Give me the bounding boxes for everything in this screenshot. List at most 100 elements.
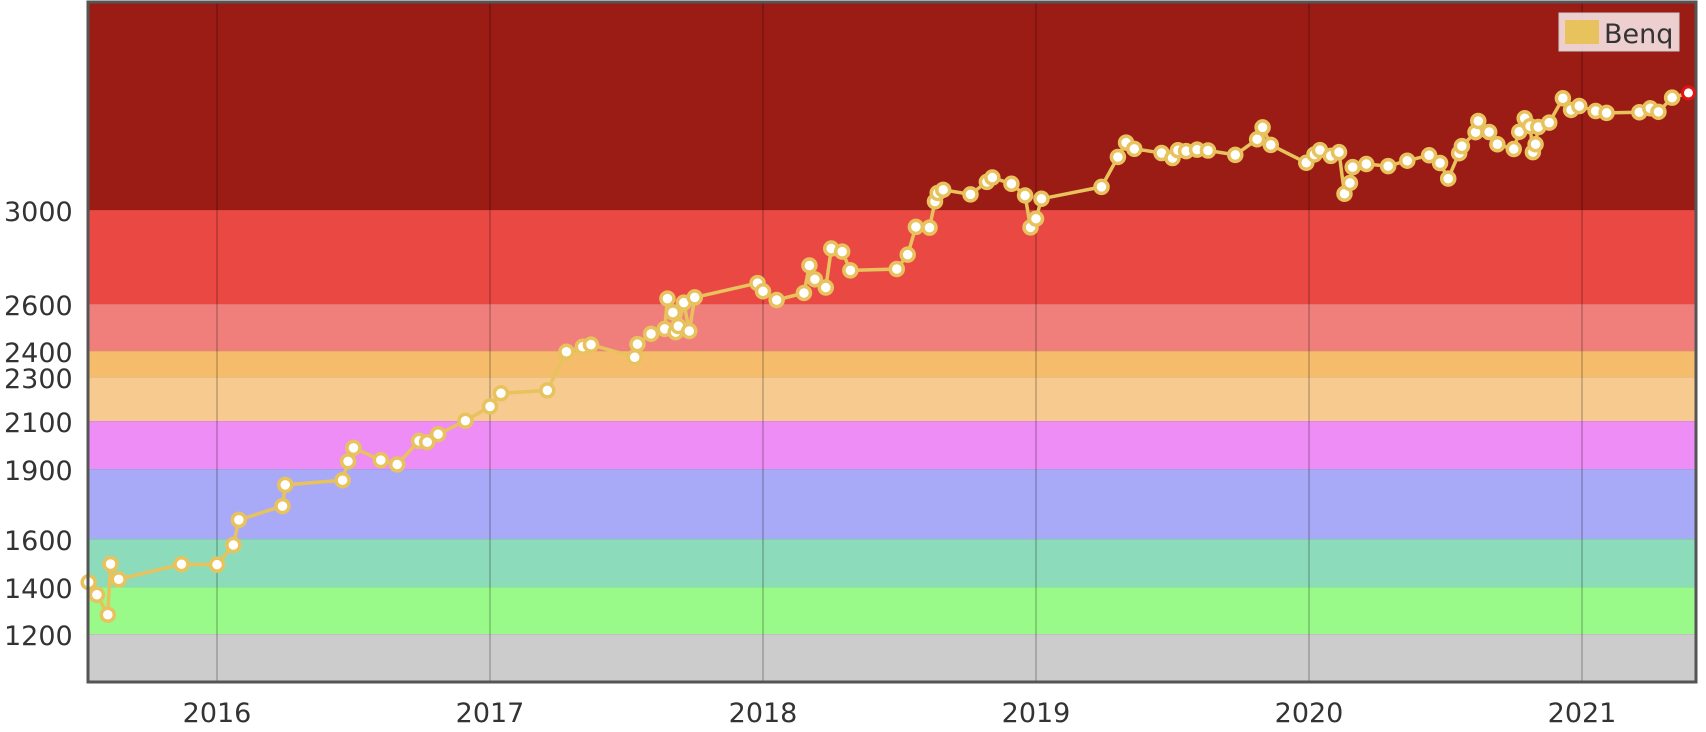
data-point[interactable] <box>345 439 362 457</box>
x-tick-2021: 2021 <box>1548 698 1617 729</box>
data-point[interactable] <box>1505 140 1522 158</box>
data-point[interactable] <box>582 336 600 353</box>
band-1400-1600 <box>88 539 1696 587</box>
x-tick-2018: 2018 <box>729 698 798 729</box>
data-point[interactable] <box>899 246 916 263</box>
latest-point-marker[interactable] <box>1680 85 1696 101</box>
data-point[interactable] <box>1453 137 1471 155</box>
data-point[interactable] <box>664 304 682 321</box>
data-point[interactable] <box>277 476 294 494</box>
data-point[interactable] <box>1016 187 1034 204</box>
data-point[interactable] <box>1227 146 1244 164</box>
band-2400-2600 <box>88 304 1696 351</box>
data-point[interactable] <box>558 343 575 361</box>
data-point[interactable] <box>457 412 474 430</box>
data-point[interactable] <box>110 571 127 588</box>
data-point[interactable] <box>429 425 447 443</box>
data-point[interactable] <box>1033 190 1050 208</box>
data-point[interactable] <box>1527 136 1544 153</box>
data-point[interactable] <box>1431 154 1449 172</box>
data-point[interactable] <box>681 322 698 340</box>
data-point[interactable] <box>768 291 785 309</box>
data-point[interactable] <box>1126 140 1143 158</box>
data-point[interactable] <box>539 382 556 399</box>
data-point[interactable] <box>888 260 906 278</box>
data-point[interactable] <box>1598 104 1615 122</box>
data-point[interactable] <box>1540 114 1558 131</box>
rating-bands <box>88 1 1696 682</box>
y-tick-1900: 1900 <box>4 456 73 487</box>
data-point[interactable] <box>934 181 952 199</box>
data-point[interactable] <box>1262 136 1280 154</box>
data-point[interactable] <box>99 606 117 623</box>
data-point[interactable] <box>1358 155 1375 173</box>
data-point[interactable] <box>962 186 979 203</box>
data-point[interactable] <box>1470 112 1487 130</box>
band-1600-1900 <box>88 469 1696 539</box>
band-1200-1400 <box>88 587 1696 634</box>
data-point[interactable] <box>806 271 824 288</box>
data-point[interactable] <box>659 290 676 307</box>
band-2600-3000 <box>88 210 1696 304</box>
series-benq <box>80 89 1689 623</box>
data-point[interactable] <box>817 279 835 296</box>
data-point[interactable] <box>1399 152 1416 169</box>
data-point[interactable] <box>102 555 119 573</box>
data-point[interactable] <box>1341 174 1359 192</box>
data-point[interactable] <box>1379 157 1397 175</box>
data-point[interactable] <box>88 586 106 604</box>
data-point[interactable] <box>1571 97 1588 115</box>
data-point[interactable] <box>833 243 851 260</box>
legend-swatch-benq <box>1565 20 1599 44</box>
data-point[interactable] <box>1330 143 1348 161</box>
y-tick-2400: 2400 <box>4 338 73 369</box>
data-point[interactable] <box>1554 90 1572 107</box>
data-point[interactable] <box>754 283 772 300</box>
data-point[interactable] <box>1109 148 1127 166</box>
data-point[interactable] <box>274 497 291 515</box>
data-point[interactable] <box>907 218 925 236</box>
data-point[interactable] <box>795 284 813 302</box>
x-tick-2020: 2020 <box>1275 698 1344 729</box>
data-point[interactable] <box>642 325 660 343</box>
band-2100-2300 <box>88 377 1696 421</box>
data-point[interactable] <box>626 348 643 366</box>
data-point[interactable] <box>984 169 1001 186</box>
y-tick-1400: 1400 <box>4 574 73 605</box>
data-point[interactable] <box>1199 142 1217 159</box>
data-point[interactable] <box>372 451 390 469</box>
data-point[interactable] <box>334 471 351 489</box>
data-point[interactable] <box>225 536 242 554</box>
data-point[interactable] <box>1344 158 1361 176</box>
data-point[interactable] <box>1489 136 1506 153</box>
data-point[interactable] <box>388 456 406 473</box>
data-point[interactable] <box>842 262 859 279</box>
data-point[interactable] <box>1420 147 1438 164</box>
legend-label-benq: Benq <box>1604 19 1673 50</box>
data-point[interactable] <box>492 385 510 402</box>
data-point[interactable] <box>629 335 646 353</box>
x-axis-ticks: 2016 2017 2018 2019 2020 2021 <box>183 698 1617 729</box>
data-point[interactable] <box>921 219 938 236</box>
data-point[interactable] <box>1480 123 1498 141</box>
data-point[interactable] <box>418 433 436 451</box>
data-point[interactable] <box>801 257 818 274</box>
data-point[interactable] <box>208 556 226 573</box>
data-point[interactable] <box>686 289 703 306</box>
legend[interactable]: Benq <box>1558 12 1680 52</box>
data-point[interactable] <box>1093 178 1110 196</box>
data-point[interactable] <box>173 555 190 573</box>
data-point[interactable] <box>339 453 357 470</box>
data-point[interactable] <box>1003 175 1020 193</box>
data-point[interactable] <box>1650 103 1667 121</box>
data-point[interactable] <box>1254 119 1271 136</box>
data-point[interactable] <box>1439 170 1457 187</box>
data-point[interactable] <box>1663 89 1681 106</box>
data-point[interactable] <box>230 511 248 529</box>
y-tick-2300: 2300 <box>4 364 73 395</box>
y-tick-1600: 1600 <box>4 526 73 557</box>
data-point[interactable] <box>481 398 499 415</box>
data-point[interactable] <box>1027 210 1045 227</box>
legend-background <box>1558 12 1680 52</box>
